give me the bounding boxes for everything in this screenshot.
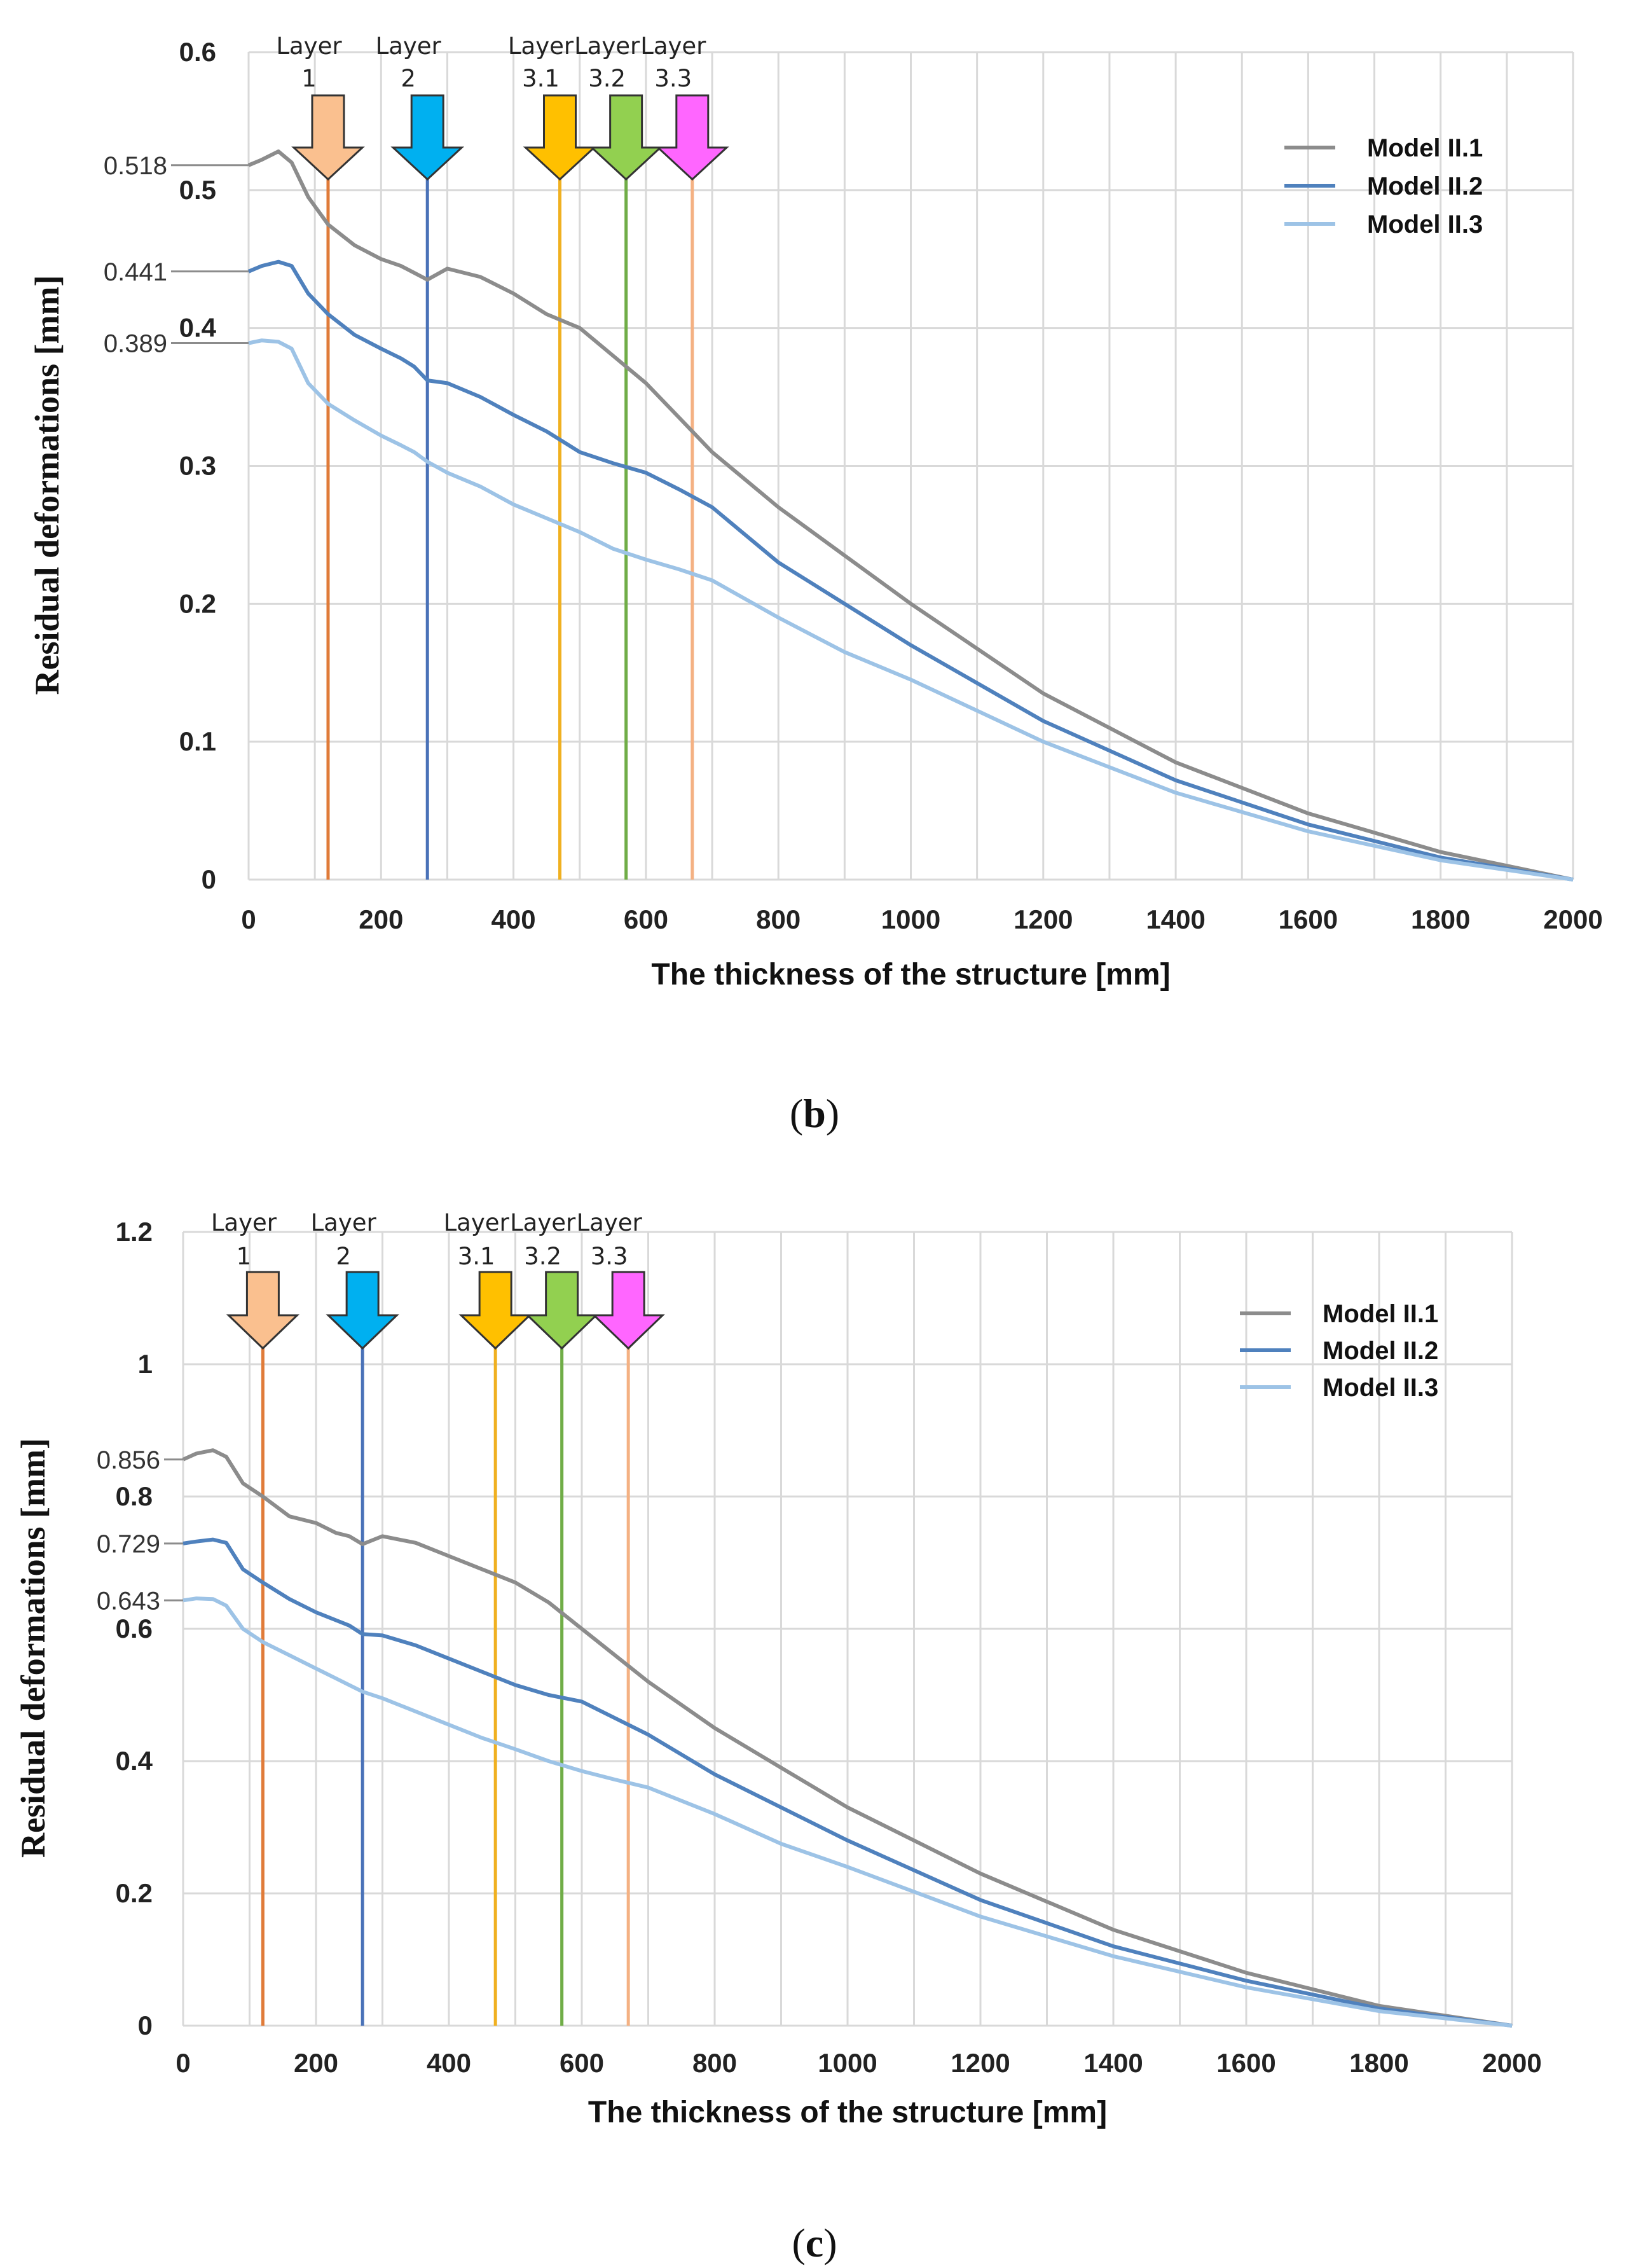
y-tick-label: 0.1 — [179, 726, 216, 756]
x-tick-label: 800 — [756, 904, 801, 934]
annotation-label: 0.441 — [104, 258, 167, 286]
layer-label-word: Layer — [508, 32, 574, 60]
x-tick-label: 0 — [241, 904, 256, 934]
x-tick-label: 1200 — [1014, 904, 1073, 934]
layer-label-word: Layer — [640, 32, 706, 60]
y-tick-label: 0.2 — [116, 1878, 153, 1908]
layer-label-number: 2 — [401, 65, 416, 92]
caption-c-letter: c — [806, 2220, 823, 2265]
layer-arrow-icon — [326, 1271, 399, 1350]
y-tick-label: 0.2 — [179, 588, 216, 618]
layer-arrow-icon — [226, 1271, 300, 1350]
x-tick-label: 1600 — [1279, 904, 1338, 934]
layer-label-number: 1 — [237, 1243, 252, 1270]
y-tick-label: 0.4 — [116, 1746, 153, 1776]
layer-label-word: Layer — [211, 1209, 277, 1236]
chart-c: 0 0.2 0.4 0.6 0.8 1 1.2 0 200 400 600 800 1000 1200 14… — [14, 1209, 1542, 2129]
x-tick-label: 200 — [359, 904, 403, 934]
x-tick-label: 0 — [175, 2048, 190, 2078]
layer-arrow-icon — [458, 1271, 532, 1350]
caption-b-letter: b — [803, 1091, 826, 1136]
layer-label-word: Layer — [376, 32, 442, 60]
series-line — [248, 338, 1574, 882]
layer-label-word: Layer — [444, 1209, 510, 1236]
x-tick-label: 1000 — [881, 904, 940, 934]
legend-label: Model II.2 — [1367, 172, 1483, 200]
layer-label-number: 3.3 — [654, 65, 692, 92]
legend-label: Model II.1 — [1367, 134, 1483, 162]
x-tick-label: 1800 — [1349, 2048, 1408, 2078]
y-tick-label: 0.8 — [116, 1481, 153, 1511]
x-tick-label: 200 — [294, 2048, 338, 2078]
legend-label: Model II.3 — [1367, 211, 1483, 239]
caption-b: (b) — [790, 1091, 839, 1136]
y-axis-label: Residual deformations [mm] — [14, 1438, 52, 1858]
annotation-label: 0.856 — [97, 1446, 160, 1474]
x-tick-label: 1600 — [1216, 2048, 1275, 2078]
layer-label-number: 1 — [301, 65, 317, 92]
x-tick-label: 800 — [692, 2048, 737, 2078]
y-tick-label: 0.3 — [179, 451, 216, 481]
legend-label: Model II.2 — [1323, 1337, 1438, 1365]
layer-label-number: 3.2 — [524, 1243, 561, 1270]
annotation-label: 0.729 — [97, 1530, 160, 1558]
layer-label-number: 3.3 — [591, 1243, 628, 1270]
layer-label-word: Layer — [510, 1209, 576, 1236]
layer-arrow-icon — [589, 94, 663, 181]
annotation-label: 0.389 — [104, 330, 167, 358]
layer-label-number: 3.1 — [522, 65, 560, 92]
layer-label-number: 2 — [336, 1243, 351, 1270]
layer-label-word: Layer — [311, 1209, 377, 1236]
layer-label-number: 3.2 — [588, 65, 626, 92]
x-tick-label: 1400 — [1083, 2048, 1143, 2078]
caption-c: (c) — [792, 2220, 837, 2265]
layer-arrow-icon — [655, 94, 729, 181]
legend-label: Model II.3 — [1323, 1374, 1438, 1402]
grid — [247, 51, 1574, 881]
y-axis-label: Residual deformations [mm] — [28, 275, 66, 695]
layer-label-number: 3.1 — [458, 1243, 495, 1270]
x-tick-label: 1000 — [818, 2048, 877, 2078]
y-tick-label: 0.6 — [179, 37, 216, 67]
y-tick-label: 1.2 — [116, 1217, 153, 1247]
x-tick-label: 600 — [624, 904, 668, 934]
x-tick-label: 400 — [427, 2048, 471, 2078]
grid — [182, 1231, 1513, 2027]
x-tick-label: 1200 — [951, 2048, 1010, 2078]
layer-arrow-icon — [591, 1271, 665, 1350]
y-tick-label: 0.5 — [179, 175, 216, 205]
series-line — [182, 1537, 1513, 2028]
y-tick-label: 0.6 — [116, 1614, 153, 1643]
annotation-label: 0.518 — [104, 152, 167, 180]
series-line — [247, 259, 1574, 882]
x-tick-label: 1400 — [1146, 904, 1205, 934]
x-tick-label: 400 — [491, 904, 536, 934]
x-tick-label: 1800 — [1411, 904, 1470, 934]
series-line — [182, 1596, 1513, 2028]
layer-arrow-icon — [390, 94, 465, 181]
x-tick-label: 2000 — [1482, 2048, 1541, 2078]
legend-label: Model II.1 — [1323, 1300, 1438, 1328]
layer-arrow-icon — [525, 1271, 599, 1350]
series-line — [247, 149, 1574, 882]
layer-label-word: Layer — [577, 1209, 643, 1236]
y-tick-label: 0.4 — [179, 313, 217, 343]
x-axis-label: The thickness of the structure [mm] — [651, 958, 1170, 992]
y-tick-label: 1 — [138, 1349, 153, 1379]
layer-label-word: Layer — [574, 32, 640, 60]
y-tick-label: 0 — [202, 864, 216, 894]
x-axis-label: The thickness of the structure [mm] — [588, 2096, 1107, 2129]
series-line — [182, 1448, 1513, 2028]
layer-arrow-icon — [291, 94, 365, 181]
x-tick-label: 2000 — [1543, 904, 1602, 934]
x-tick-label: 600 — [560, 2048, 604, 2078]
chart-b: 00.10.20.30.40.50.60 200 400 600 800 1000 1200… — [28, 32, 1603, 992]
y-tick-label: 0 — [138, 2010, 153, 2040]
annotation-label: 0.643 — [97, 1587, 160, 1615]
layer-arrow-icon — [523, 94, 597, 181]
layer-label-word: Layer — [276, 32, 342, 60]
